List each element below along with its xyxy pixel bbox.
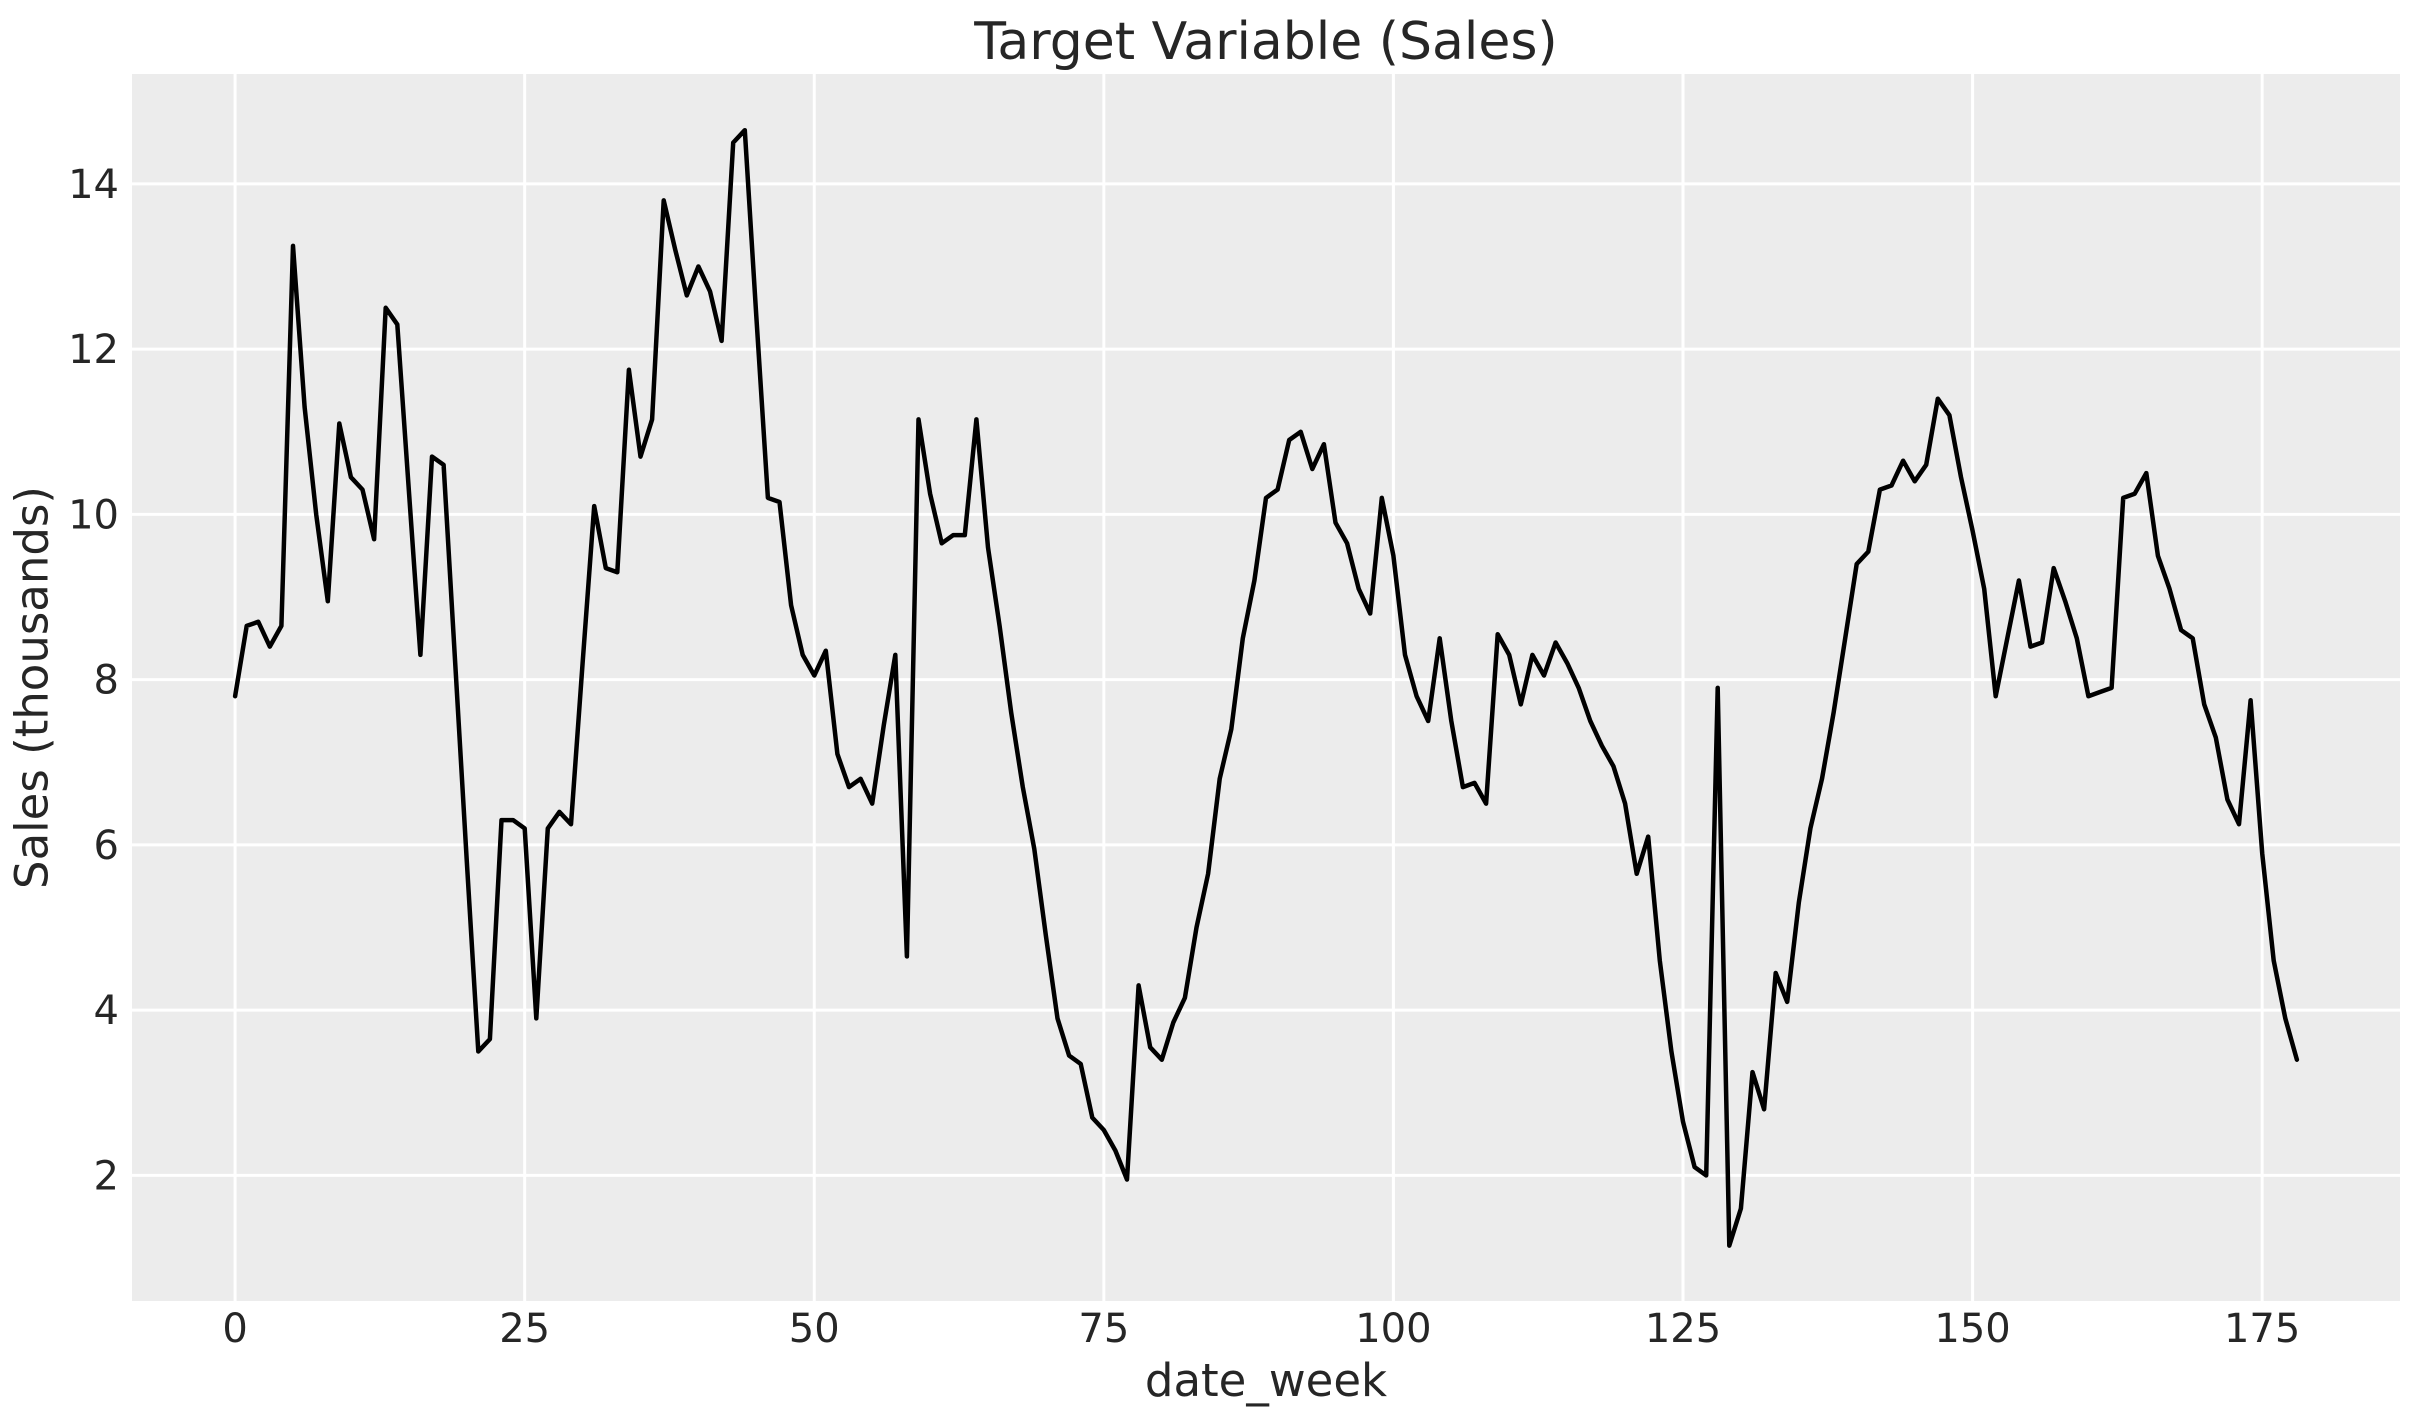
x-tick-label: 25 xyxy=(499,1306,550,1352)
y-tick-label: 2 xyxy=(94,1153,119,1199)
x-axis-label: date_week xyxy=(1144,1354,1388,1407)
sales-line xyxy=(232,127,2300,1248)
x-tick-label: 0 xyxy=(222,1306,247,1352)
y-tick-label: 14 xyxy=(68,162,119,208)
x-tick-label: 75 xyxy=(1078,1306,1129,1352)
y-tick-label: 12 xyxy=(68,327,119,373)
x-tick-label: 175 xyxy=(2224,1306,2300,1352)
x-tick-label: 50 xyxy=(789,1306,840,1352)
x-tick-label: 100 xyxy=(1355,1306,1431,1352)
plot-background xyxy=(132,74,2400,1301)
x-tick-label: 125 xyxy=(1645,1306,1721,1352)
y-tick-label: 4 xyxy=(94,988,119,1034)
y-tick-label: 10 xyxy=(68,492,119,538)
chart-title: Target Variable (Sales) xyxy=(974,12,1558,72)
y-axis-label: Sales (thousands) xyxy=(5,486,59,889)
y-tick-label: 6 xyxy=(94,823,119,869)
x-tick-label: 150 xyxy=(1934,1306,2010,1352)
y-tick-label: 8 xyxy=(94,658,119,704)
